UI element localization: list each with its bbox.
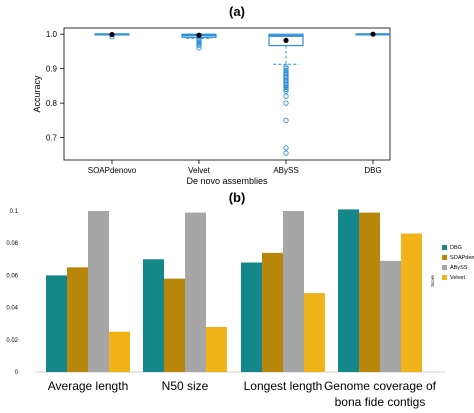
x-axis-label: De novo assemblies: [186, 176, 268, 186]
legend-label-velvet: Velvet: [450, 275, 465, 281]
legend: DBG SOAPdenovo ABySS Velvet: [442, 245, 474, 281]
bar-abyss-1: [88, 211, 109, 372]
legend-label-dbg: DBG: [450, 245, 462, 251]
x-tick-label: DBG: [364, 166, 381, 175]
bar-dbg-3: [241, 262, 262, 372]
bar-velvet-2: [206, 326, 227, 372]
y-axis-label: Score: [430, 275, 435, 287]
y-tick-label: 1.0: [46, 30, 58, 39]
bar-soapdenovo-2: [164, 278, 185, 372]
bar-dbg-4: [338, 209, 359, 372]
bar-soapdenovo-3: [262, 252, 283, 372]
bar-soapdenovo-4: [359, 212, 380, 372]
bar-velvet-3: [304, 293, 325, 372]
box-outlier: [283, 145, 289, 151]
x-category-label: Longest length: [244, 379, 323, 393]
box-outlier: [196, 42, 202, 48]
box-outlier: [283, 117, 289, 124]
x-category-label-line: Genome coverage of: [324, 379, 437, 393]
y-tick-label: 0.1: [10, 209, 19, 215]
x-category-label: Genome coverage of bona fide contigs: [324, 379, 437, 409]
y-tick-label: 0.8: [46, 99, 58, 108]
box-outlier: [283, 93, 289, 99]
box-outlier: [283, 86, 289, 92]
y-tick-label: 0.7: [46, 134, 58, 143]
x-category-label-line: Longest length: [244, 379, 323, 393]
box-outlier: [283, 150, 289, 156]
box-outlier: [283, 88, 289, 94]
box-outlier: [283, 64, 289, 70]
box-outlier: [283, 100, 289, 106]
plot-frame: [63, 27, 391, 161]
box-mean: [283, 37, 289, 44]
box-soapdenovo: [94, 31, 130, 40]
panel-b-label: (b): [229, 190, 246, 205]
box-outlier: [283, 84, 289, 91]
bar-velvet-4: [401, 233, 422, 372]
legend-swatch-dbg: [442, 245, 447, 250]
box-outlier: [283, 83, 289, 89]
legend-label-soapdenovo: SOAPdenovo: [450, 255, 474, 261]
y-tick-label: 0.08: [6, 241, 18, 247]
bar-abyss-4: [380, 260, 401, 372]
x-category-label: N50 size: [162, 379, 209, 393]
legend-label-abyss: ABySS: [450, 265, 468, 271]
x-tick-label: Velvet: [188, 166, 211, 175]
bar-velvet-1: [109, 331, 130, 372]
y-tick-label: 0.02: [6, 338, 18, 344]
bar-abyss-2: [185, 212, 206, 372]
box-velvet: [181, 32, 217, 51]
bar-chart: 0 0.02 0.04 0.06 0.08 0.1 Average length N50 si…: [6, 209, 474, 409]
x-category-label-line: Average length: [48, 379, 129, 393]
box-abyss: [268, 33, 304, 156]
y-tick-label: 0.9: [46, 65, 58, 74]
box-mean: [370, 31, 376, 37]
box-plot-chart: 0.7 0.8 0.9 1.0 Accuracy SOAPdenovo Velvet AByS…: [32, 27, 391, 186]
y-tick-label: 0.04: [6, 306, 18, 312]
legend-swatch-velvet: [442, 275, 447, 280]
bar-soapdenovo-1: [67, 267, 88, 372]
bar-abyss-3: [283, 211, 304, 372]
bar-dbg-1: [46, 275, 67, 372]
box-mean: [109, 31, 115, 38]
box-outlier: [196, 45, 202, 51]
y-tick-label: 0: [15, 370, 19, 376]
x-category-label-line: N50 size: [162, 379, 209, 393]
x-tick-label: ABySS: [273, 166, 298, 175]
panel-a-label: (a): [229, 4, 245, 19]
x-category-label-line: bona fide contigs: [335, 395, 426, 409]
legend-swatch-abyss: [442, 265, 447, 270]
box-dbg: [355, 31, 391, 37]
x-category-label: Average length: [48, 379, 129, 393]
y-axis-label: Accuracy: [32, 75, 42, 113]
box-mean: [196, 32, 202, 38]
y-tick-label: 0.06: [6, 273, 18, 279]
bar-dbg-2: [143, 259, 164, 372]
x-tick-label: SOAPdenovo: [88, 166, 137, 175]
legend-swatch-soapdenovo: [442, 255, 447, 260]
